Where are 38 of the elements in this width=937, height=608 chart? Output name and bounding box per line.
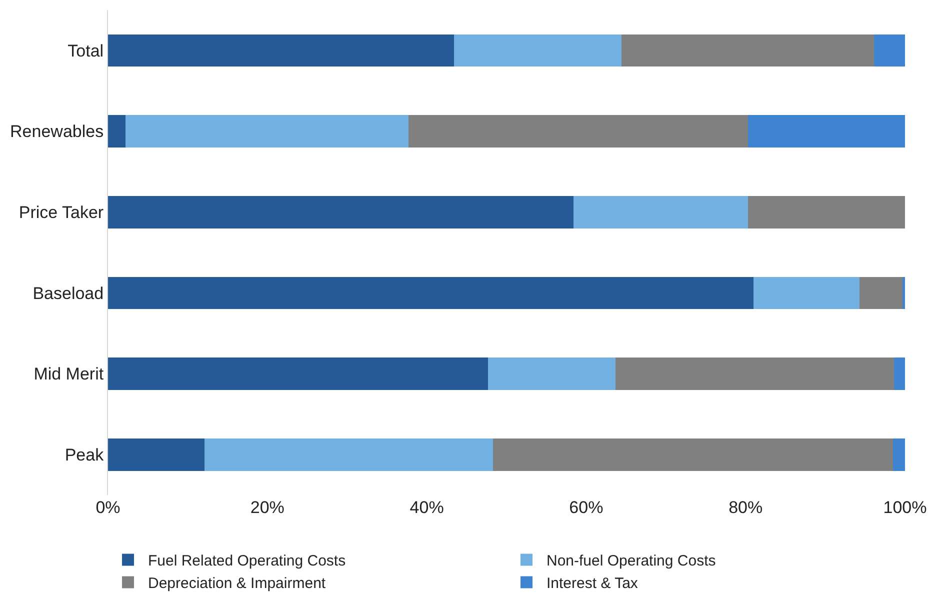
- bar: [108, 438, 204, 471]
- bar: [108, 358, 488, 390]
- y-tick-label: Mid Merit: [34, 364, 104, 384]
- bar: [573, 196, 748, 228]
- y-tick-label: Total: [68, 41, 104, 60]
- bar: [860, 276, 903, 310]
- bar: [108, 34, 454, 67]
- legend-label: Fuel Related Operating Costs: [148, 552, 346, 570]
- legend-label: Non-fuel Operating Costs: [546, 552, 716, 570]
- x-tick-label: 60%: [569, 498, 604, 517]
- bar: [621, 34, 874, 67]
- x-tick-label: 100%: [883, 498, 927, 517]
- bar: [408, 115, 748, 148]
- bar: [874, 34, 905, 67]
- bar: [754, 276, 860, 310]
- bar: [454, 34, 622, 67]
- bar: [492, 438, 894, 471]
- bar: [748, 196, 905, 228]
- bar: [893, 438, 905, 471]
- bar: [108, 196, 574, 228]
- legend-label: Interest & Tax: [546, 575, 638, 592]
- bar: [126, 115, 408, 148]
- y-tick-label: Price Taker: [18, 203, 104, 222]
- bar: [108, 276, 754, 310]
- bar: [108, 115, 126, 148]
- y-tick-label: Baseload: [32, 284, 104, 303]
- legend-label: Depreciation & Impairment: [148, 575, 326, 592]
- x-tick-label: 0%: [96, 498, 120, 517]
- x-tick-label: 40%: [410, 498, 444, 517]
- bar: [894, 358, 905, 390]
- x-tick-label: 80%: [728, 498, 763, 517]
- x-tick-label: 20%: [250, 498, 284, 517]
- bar: [488, 358, 616, 390]
- bar: [748, 115, 905, 148]
- bar: [616, 358, 894, 390]
- y-tick-label: Renewables: [10, 122, 104, 142]
- bar: [204, 438, 493, 471]
- y-tick-label: Peak: [64, 446, 104, 465]
